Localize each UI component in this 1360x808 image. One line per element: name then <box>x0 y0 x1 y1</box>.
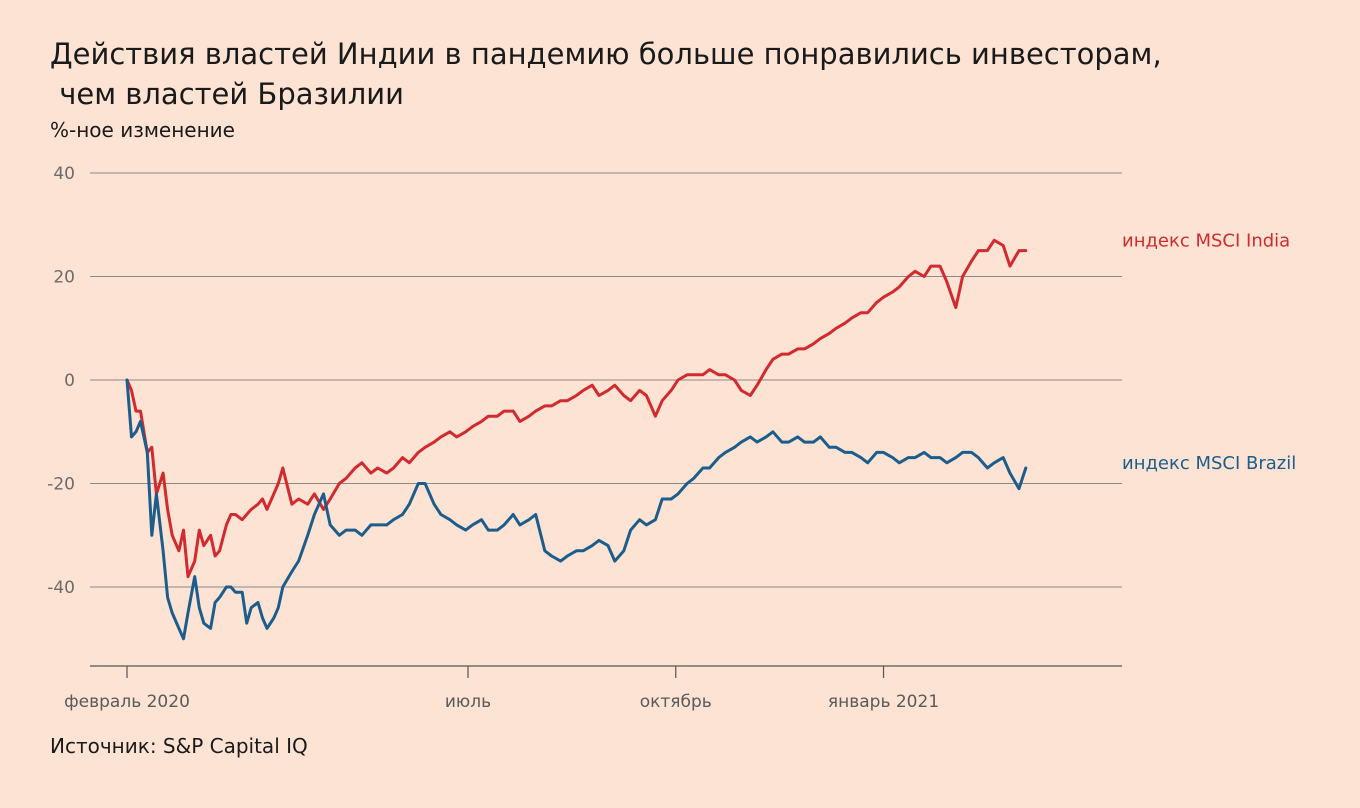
series-label-brazil: индекс MSCI Brazil <box>1122 453 1296 474</box>
chart-title: Действия властей Индии в пандемию больше… <box>50 34 1300 114</box>
y-tick-label-3: -20 <box>47 475 75 495</box>
y-axis-ticks: 40 20 0 -20 -40 <box>47 164 75 598</box>
x-tick-label-3: январь 2021 <box>828 692 939 712</box>
chart-title-line-2: чем властей Бразилии <box>50 77 405 111</box>
series-line-brazil <box>125 378 1028 641</box>
series-labels: индекс MSCI India индекс MSCI Brazil <box>1122 230 1296 474</box>
y-tick-label-1: 20 <box>53 268 75 288</box>
series-line-india <box>125 238 1028 579</box>
source-note: Источник: S&P Capital IQ <box>50 734 308 758</box>
x-tick-label-2: октябрь <box>640 692 712 712</box>
y-tick-label-2: 0 <box>64 371 75 391</box>
x-tick-label-0: февраль 2020 <box>64 692 190 712</box>
chart-title-line-1: Действия властей Индии в пандемию больше… <box>50 37 1162 71</box>
grid-lines <box>90 172 1122 588</box>
y-axis-unit-label: %-ное изменение <box>50 118 235 142</box>
series-lines <box>125 238 1028 641</box>
series-label-india: индекс MSCI India <box>1122 230 1290 251</box>
x-tick-label-1: июль <box>445 692 491 712</box>
x-axis: февраль 2020 июль октябрь январь 2021 <box>64 665 1122 712</box>
y-tick-label-0: 40 <box>53 164 75 184</box>
y-tick-label-4: -40 <box>47 578 75 598</box>
